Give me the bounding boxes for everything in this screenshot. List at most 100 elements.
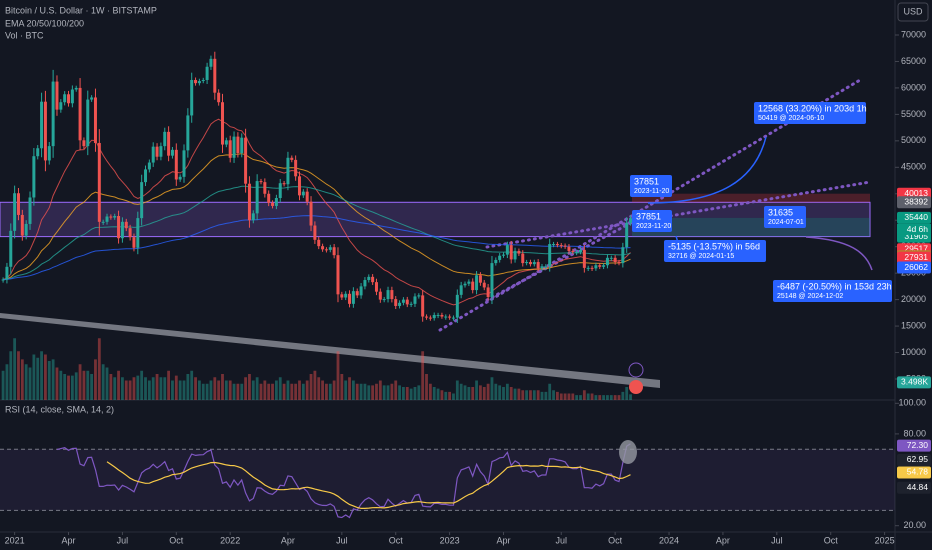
buy-zone [632, 217, 870, 237]
candle-body [70, 89, 74, 104]
candle-body [16, 193, 20, 215]
sell-zone [632, 193, 870, 203]
volume-bar [286, 380, 290, 400]
candle-body [151, 146, 155, 163]
volume-bar [517, 388, 521, 400]
volume-bar [444, 391, 448, 400]
volume-bar [509, 387, 513, 400]
candle-body [528, 262, 532, 265]
countdown: 4d 6h [907, 224, 929, 234]
volume-bar [378, 380, 382, 400]
volume-bar [475, 380, 478, 400]
price-label: 38392 [904, 197, 928, 207]
volume-bar [351, 380, 355, 400]
candle-body [182, 150, 186, 177]
candle-body [163, 131, 167, 147]
candle-body [309, 201, 313, 226]
volume-bar [363, 383, 367, 400]
volume-bar [94, 359, 97, 400]
volume-bar [9, 351, 13, 400]
candle-body [67, 94, 71, 104]
candle-body [417, 295, 421, 297]
candle-body [113, 215, 117, 218]
projection-curve [647, 136, 767, 204]
volume-bar [117, 370, 120, 400]
measure-sub: 50419 @ 2024-06-10 [758, 115, 824, 122]
volume-bar [171, 380, 174, 400]
candle-body [390, 290, 394, 300]
candle-body [467, 281, 471, 284]
x-tick-label: Apr [716, 535, 730, 545]
volume-bar [124, 380, 128, 400]
measure-text: -5135 (-13.57%) in 56d [668, 241, 760, 251]
volume-bar [40, 351, 43, 400]
candle-body [517, 250, 521, 254]
volume-bar [432, 387, 436, 400]
volume-bar [413, 387, 417, 400]
candle-body [120, 221, 124, 239]
candle-body [563, 245, 567, 247]
volume-bar [544, 391, 548, 400]
candle-body [255, 181, 259, 214]
candle-body [594, 265, 598, 269]
candle-body [582, 249, 586, 268]
candle-body [555, 244, 559, 246]
candle-body [590, 267, 594, 269]
volume-bar [336, 351, 340, 400]
volume-bar [586, 393, 590, 400]
candle-body [332, 247, 336, 256]
volume-bar [228, 380, 232, 400]
price-label: 40013 [904, 188, 928, 198]
candle-body [228, 140, 232, 158]
y-tick-label: 50000 [901, 135, 926, 145]
volume-bar [579, 395, 582, 400]
candle-body [244, 137, 248, 184]
candle-body [294, 159, 298, 177]
candle-body [398, 302, 402, 306]
volume-bar [621, 391, 625, 400]
candle-body [378, 291, 382, 300]
volume-bar [328, 383, 332, 400]
indicator-label: EMA 20/50/100/200 [5, 18, 84, 28]
volume-bar [463, 385, 467, 400]
x-tick-label: Apr [281, 535, 295, 545]
volume-bar [567, 393, 571, 400]
event-icon[interactable] [628, 362, 644, 378]
volume-bar [167, 370, 171, 400]
candle-body [82, 140, 86, 147]
volume-bar [213, 377, 217, 400]
measure-sub: 25148 @ 2024-12-02 [777, 293, 843, 300]
volume-bar [559, 393, 563, 400]
volume-bar [613, 395, 617, 400]
measure-box [754, 102, 866, 124]
candle-body [436, 314, 440, 316]
measure-box [764, 206, 806, 228]
volume-bar [563, 393, 567, 400]
event-icon[interactable] [629, 380, 643, 394]
candle-body [224, 140, 228, 145]
currency-label[interactable]: USD [903, 6, 923, 16]
candle-body [317, 239, 321, 247]
volume-bar [78, 364, 82, 400]
measure-sub: 2023-11-20 [636, 223, 671, 230]
measure-text: 37851 [636, 211, 661, 221]
candle-body [363, 280, 367, 287]
candle-body [471, 281, 475, 291]
volume-bar [532, 390, 536, 400]
volume-bar [13, 338, 17, 400]
price-label: 35440 [904, 212, 928, 222]
volume-bar [209, 380, 213, 400]
volume-bar [298, 380, 301, 400]
volume-bar [47, 361, 51, 400]
volume-bar [90, 374, 94, 400]
volume-bar [455, 380, 459, 400]
volume-bar [198, 380, 201, 400]
candle-body [170, 149, 174, 156]
x-tick-label: Oct [824, 535, 839, 545]
volume-bar [67, 375, 70, 400]
candle-body [578, 249, 582, 252]
candle-body [24, 223, 28, 236]
candle-body [20, 214, 24, 236]
currency-button[interactable] [897, 2, 929, 22]
measure-sub: 2024-07-01 [768, 219, 804, 226]
